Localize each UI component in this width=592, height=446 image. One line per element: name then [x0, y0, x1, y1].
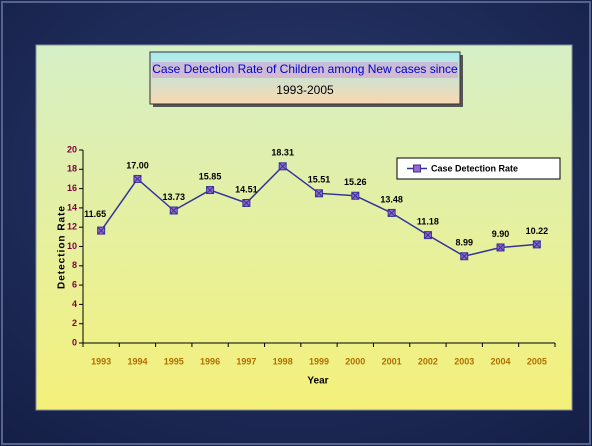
y-tick-label: 2	[72, 318, 77, 328]
data-label: 13.48	[380, 194, 403, 204]
x-axis-title: Year	[307, 376, 328, 387]
y-axis-title: Detection Rate	[57, 205, 68, 289]
x-tick-label: 2003	[454, 356, 474, 366]
chart-title: Case Detection Rate of Children among Ne…	[152, 62, 458, 76]
marker-cross	[315, 189, 323, 197]
marker-cross	[533, 241, 541, 248]
legend-marker	[413, 164, 421, 173]
marker-cross	[97, 227, 105, 234]
y-tick-label: 10	[67, 241, 77, 251]
legend: Case Detection Rate	[396, 157, 561, 180]
data-label: 11.18	[417, 216, 439, 226]
title-box	[149, 51, 461, 105]
data-label: 13.73	[163, 192, 186, 202]
data-label: 8.99	[455, 238, 473, 248]
x-tick-label: 1999	[309, 356, 329, 366]
y-tick-label: 18	[67, 164, 77, 174]
data-label: 9.90	[492, 229, 510, 239]
marker-cross	[170, 207, 178, 214]
data-label: 15.85	[199, 171, 222, 181]
x-tick-label: 2000	[345, 356, 365, 366]
x-tick-label: 1997	[236, 356, 256, 366]
marker-cross	[497, 244, 504, 251]
data-label: 14.51	[235, 184, 258, 194]
data-label: 10.22	[526, 226, 549, 236]
data-label: 11.65	[84, 209, 106, 219]
y-tick-label: 20	[67, 144, 77, 154]
marker-cross	[351, 192, 359, 200]
marker-cross	[460, 252, 468, 260]
marker-cross	[134, 175, 141, 183]
x-tick-label: 2002	[418, 356, 438, 366]
marker-cross	[279, 162, 287, 170]
data-label: 15.26	[344, 177, 367, 187]
marker-cross	[243, 199, 250, 207]
y-tick-label: 8	[72, 260, 77, 270]
y-tick-label: 6	[72, 279, 77, 289]
marker-cross	[388, 209, 395, 217]
x-tick-label: 1995	[164, 356, 184, 366]
title-highlight	[152, 62, 458, 78]
y-tick-label: 4	[72, 299, 77, 309]
x-tick-label: 2005	[527, 356, 547, 366]
y-tick-label: 16	[67, 183, 77, 193]
x-tick-label: 1993	[91, 356, 111, 366]
x-tick-label: 1998	[273, 356, 293, 366]
data-label: 15.51	[308, 175, 331, 185]
y-tick-label: 14	[67, 202, 77, 212]
y-tick-label: 0	[72, 337, 77, 347]
x-tick-label: 1996	[200, 356, 220, 366]
x-tick-label: 2001	[382, 356, 402, 366]
legend-box	[396, 157, 561, 180]
x-tick-label: 1994	[127, 356, 147, 366]
data-label: 17.00	[126, 160, 149, 170]
marker-cross	[424, 231, 432, 239]
data-label: 18.31	[271, 148, 294, 158]
chart-subtitle: 1993-2005	[276, 83, 334, 97]
marker-cross	[206, 186, 214, 194]
y-tick-label: 12	[67, 222, 77, 232]
x-tick-label: 2004	[491, 356, 511, 366]
legend-label: Case Detection Rate	[431, 163, 518, 173]
